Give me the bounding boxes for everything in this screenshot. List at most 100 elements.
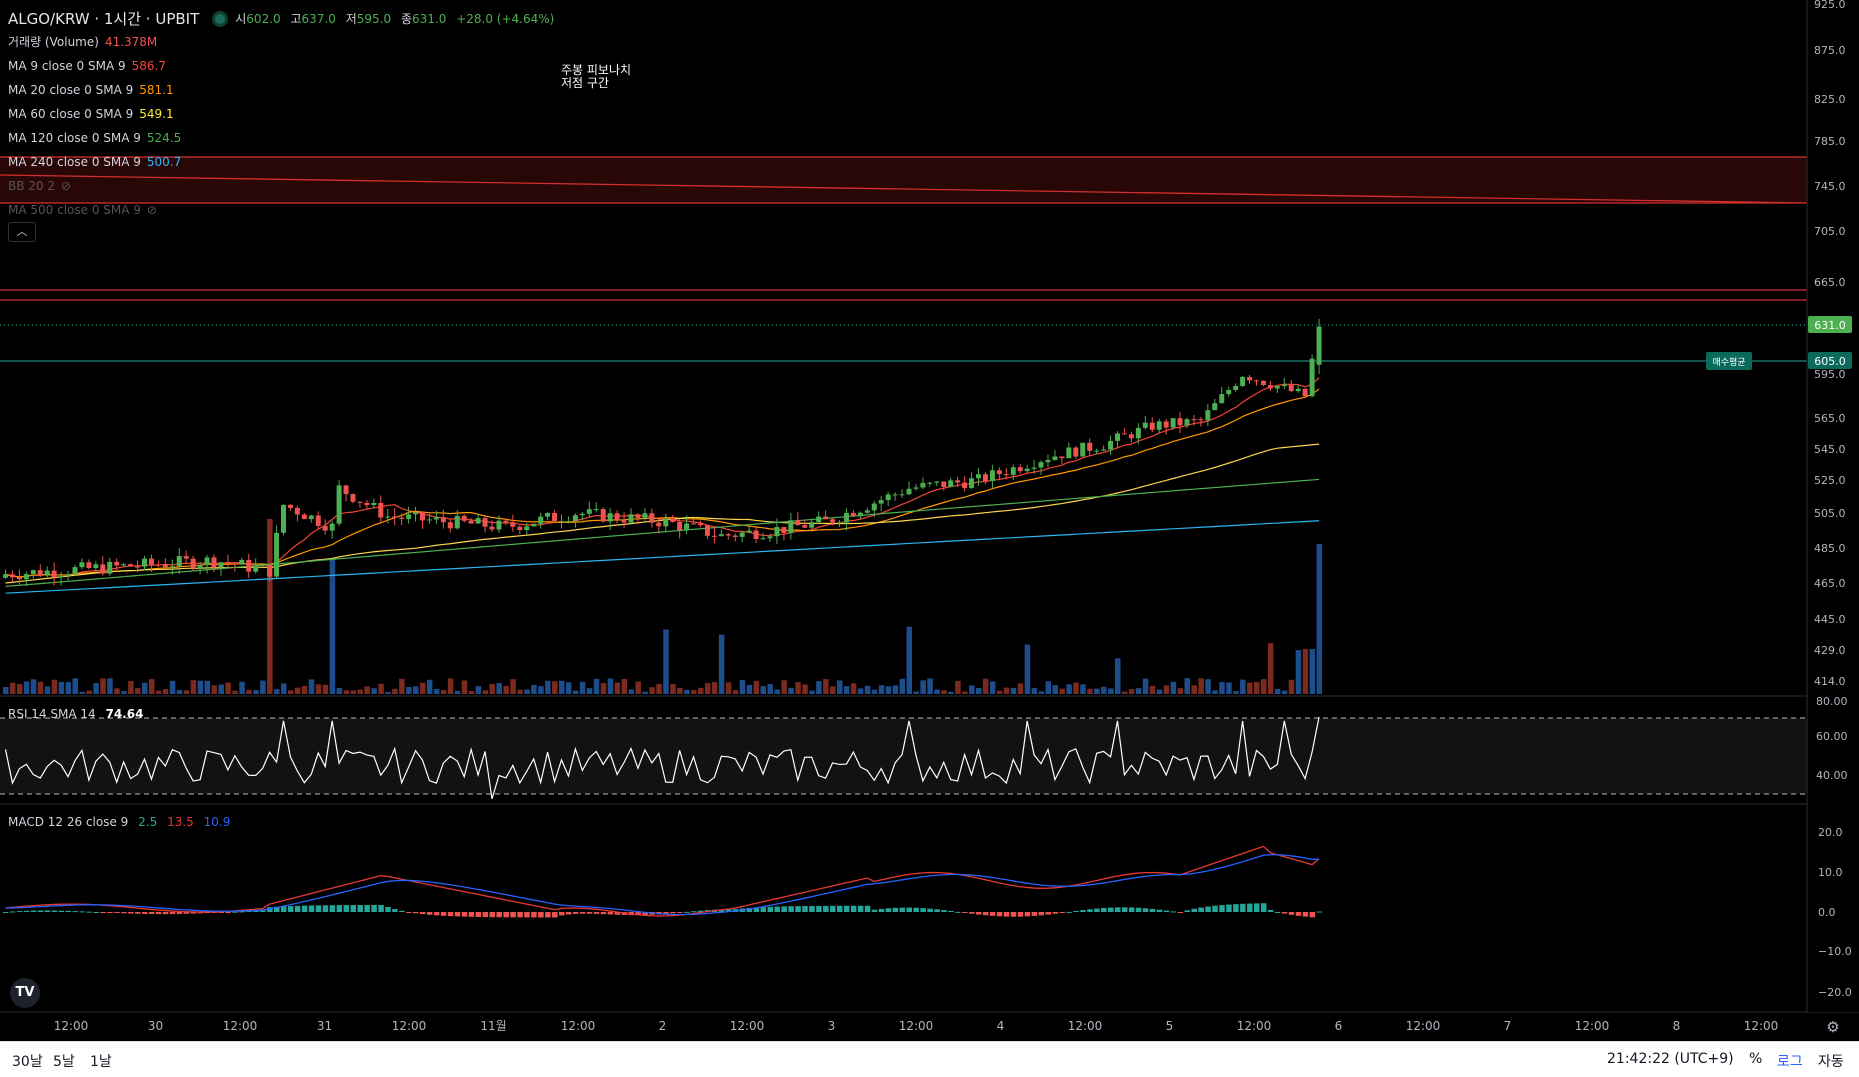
range-1d-button[interactable]: 1날 [90,1054,112,1070]
chart-canvas[interactable]: 925.0 875.0 825.0 785.0 745.0 705.0 665.0 595.0… [0,0,1859,1041]
macd-histogram-bar [1142,908,1149,912]
macd-histogram-bar [329,905,336,912]
clock-timezone[interactable]: 21:42:22 (UTC+9) [1607,1051,1734,1067]
candle-body [711,535,717,537]
volume-bar [663,629,669,694]
candle-body [197,565,203,569]
macd-histogram-bar [684,911,690,913]
candle-body [1101,449,1107,451]
candle-body [732,535,738,537]
macd-histogram-bar [1108,907,1114,912]
candle-body [267,564,273,577]
price-tick-label: 875.0 [1814,44,1846,57]
volume-bar [239,681,245,694]
volume-bar [287,690,294,694]
candle-body [142,558,147,567]
macd-histogram-bar [857,905,864,912]
volume-bar [1052,685,1058,694]
range-5d-button[interactable]: 5날 [53,1054,75,1070]
symbol-title[interactable]: ALGO/KRW · 1시간 · UPBIT [8,10,200,28]
volume-bar [906,626,912,694]
candle-body [1059,456,1065,459]
macd-label[interactable]: MACD 12 26 close 9 [8,815,129,829]
indicator-legend-item[interactable]: MA 240 close 0 SMA 9 500.7 [8,155,181,169]
price-axis[interactable] [1807,0,1859,1012]
percent-toggle[interactable]: % [1749,1051,1763,1067]
bottom-toolbar: 30날 5날 1날 21:42:22 (UTC+9) % 로그 자동 [0,1041,1859,1077]
macd-histogram-bar [183,912,190,914]
volume-bar [656,683,662,694]
time-axis-labels[interactable]: 12:00 30 12:00 31 12:00 11월 12:00 2 12:00 3 12:00 4… [54,1019,1779,1033]
macd-histogram-bar [962,912,968,913]
candle-body [433,517,439,520]
moving-average-lines [5,377,1320,594]
macd-histogram-bar [982,912,989,916]
macd-histogram-bar [1295,912,1302,916]
indicator-legend-item[interactable]: MA 20 close 0 SMA 9 581.1 [8,83,174,97]
volume-bar [816,681,822,694]
volume-bar [969,685,975,694]
candle-body [767,536,773,539]
candle-body [274,532,280,577]
indicator-legend-item[interactable]: MA 60 close 0 SMA 9 549.1 [8,107,174,121]
time-tick-label: 12:00 [392,1019,427,1033]
volume-bar [420,682,426,694]
volume-bar [1288,679,1295,694]
volume-bar [1024,644,1031,694]
fib-annotation[interactable]: 주봉 피보나치 저점 구간 [561,64,631,90]
candle-body [927,482,933,484]
volume-bar [934,689,940,694]
indicator-legend-item[interactable]: MA 120 close 0 SMA 9 524.5 [8,131,181,145]
candle-body [517,526,523,531]
macd-histogram-bar [725,909,732,912]
volume-bar [1191,685,1197,694]
macd-signal-line [5,854,1320,916]
macd-histogram-bar [253,910,259,912]
candle-body [121,564,127,566]
candle-body [1066,447,1072,459]
macd-histogram-bar [301,905,308,912]
log-toggle[interactable]: 로그 [1777,1054,1803,1070]
macd-histogram-bar [802,906,808,912]
volume-bar [44,686,51,694]
candle-body [260,564,266,566]
volume-bar [857,688,864,694]
volume-bar [850,683,857,694]
tradingview-logo-icon[interactable]: TV [10,978,40,1008]
macd-histogram-bar [51,910,58,912]
time-tick-label: 6 [1335,1019,1343,1033]
volume-bar [1163,685,1170,694]
settings-gear-icon[interactable]: ⚙ [1826,1018,1839,1036]
macd-histogram-bar [642,912,648,916]
rsi-label[interactable]: RSI 14 SMA 14 [8,707,96,721]
range-30d-button[interactable]: 30날 [12,1054,43,1070]
candle-body [1073,447,1079,457]
macd-histogram-bar [1247,903,1253,912]
macd-histogram-bar [142,912,148,914]
indicator-legend-item[interactable]: MA 500 close 0 SMA 9 ⊘ [8,203,157,217]
indicator-legend-item[interactable]: 거래량 (Volume) 41.378M [8,35,157,49]
candlesticks [3,318,1322,586]
hidden-eye-icon[interactable]: ⊘ [146,203,157,217]
macd-histogram-bar [1073,910,1079,912]
candle-body [461,515,467,521]
volume-bar [1316,544,1323,694]
macd-histogram-bar [614,912,621,915]
candle-body [850,512,856,517]
macd-histogram-bar [281,906,287,912]
auto-toggle[interactable]: 자동 [1818,1054,1844,1070]
collapse-legend-button[interactable]: ︿ [8,222,36,242]
volume-bar [1247,682,1253,694]
candle-body [37,570,43,576]
macd-histogram-bar [510,912,516,918]
indicator-legend-item[interactable]: BB 20 2 ⊘ [8,179,71,193]
macd-histogram-bar [218,912,224,913]
avg-buy-label-box [1706,352,1752,370]
volume-bar [3,687,9,694]
price-tick-label: 414.0 [1814,675,1846,688]
price-tick-label: 565.0 [1814,412,1846,425]
macd-tick-label: 10.0 [1818,866,1843,879]
indicator-legend-item[interactable]: MA 9 close 0 SMA 9 586.7 [8,59,166,73]
volume-bar [691,690,697,694]
hidden-eye-icon[interactable]: ⊘ [61,179,72,193]
